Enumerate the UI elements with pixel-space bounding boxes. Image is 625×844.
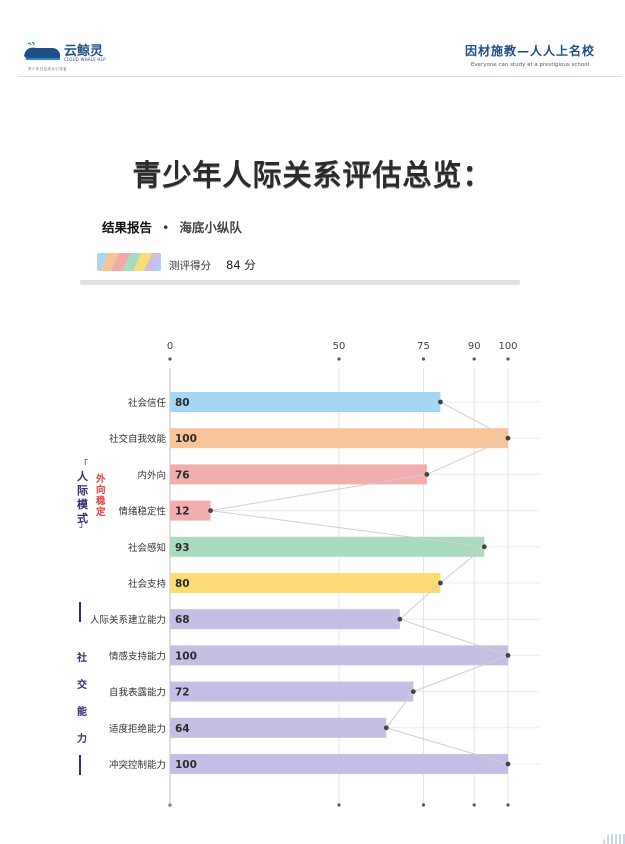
bar-4: [170, 536, 485, 557]
group1-bracket-bottom: 」: [79, 520, 89, 530]
page-title: 青少年人际关系评估总览：: [132, 158, 493, 192]
x-tick-dot-bottom: [506, 803, 510, 807]
x-tick-dot-top: [168, 357, 172, 361]
category-label: 社交自我效能: [109, 433, 167, 445]
x-tick-dot-bottom: [472, 803, 476, 807]
bar-end-point: [383, 725, 389, 731]
bar-value-label: 80: [175, 578, 190, 590]
group1-label: 人际模式: [77, 470, 88, 525]
bar-value-label: 80: [175, 397, 190, 409]
bar-end-point: [424, 472, 430, 477]
category-label: 情感支持能力: [109, 650, 166, 662]
score-label: 测评得分: [169, 260, 211, 272]
bar-value-label: 68: [175, 614, 190, 626]
score-color-swatch: [97, 253, 161, 271]
whale-logo-icon: [24, 42, 60, 60]
bar-7: [170, 645, 508, 666]
bar-end-point: [438, 399, 443, 405]
tagline-chinese: 因材施教—人人上名校: [464, 44, 595, 58]
page-corner-decoration: [603, 834, 625, 844]
category-label: 适度拒绝能力: [109, 723, 166, 735]
x-tick-dot-top: [472, 357, 476, 361]
bar-value-label: 12: [175, 506, 190, 518]
bar-end-point: [481, 544, 487, 550]
header-divider: [18, 76, 622, 77]
team-name: 海底小纵队: [179, 220, 242, 235]
bar-end-point: [410, 689, 416, 694]
bar-6: [170, 609, 400, 630]
category-label: 情绪稳定性: [118, 506, 166, 518]
bar-end-point: [208, 508, 213, 513]
category-label: 自我表露能力: [109, 687, 166, 699]
category-label: 人际关系建立能力: [90, 614, 166, 626]
x-tick-dot-top: [506, 357, 510, 361]
bar-3: [170, 500, 211, 521]
bar-end-point: [397, 616, 403, 622]
bar-9: [170, 717, 387, 738]
bar-10: [170, 754, 508, 774]
bar-8: [170, 681, 414, 702]
bar-value-label: 100: [175, 759, 197, 771]
report-label: 结果报告: [102, 220, 153, 235]
category-label: 内外向: [137, 469, 166, 481]
bar-end-point: [505, 761, 511, 767]
category-label: 社会信任: [128, 397, 167, 409]
bar-end-point: [505, 435, 511, 441]
group2-label: 社交能力: [77, 653, 87, 745]
bar-2: [170, 464, 427, 485]
bar-value-label: 76: [175, 469, 190, 481]
x-tick-dot-top: [337, 357, 341, 361]
bar-1: [170, 428, 508, 449]
group1-bracket-top: 「: [79, 460, 89, 470]
logo-name: 云鲸灵: [64, 44, 104, 59]
header-tagline: 因材施教—人人上名校 Everyone can study at a prest…: [445, 42, 615, 68]
x-tick-label: 100: [498, 341, 517, 352]
bar-value-label: 64: [175, 723, 190, 735]
group1-sublabel: 外向稳定: [96, 474, 106, 518]
group2-bracket-top: [79, 602, 81, 622]
bar-value-label: 93: [175, 542, 190, 554]
score-divider-bar: [80, 280, 520, 285]
category-label: 社会支持: [128, 578, 167, 590]
x-tick-dot-top: [421, 357, 426, 361]
category-label: 冲突控制能力: [109, 759, 166, 771]
bar-end-point: [505, 653, 511, 658]
report-line: 结果报告 • 海底小纵队: [102, 217, 242, 236]
x-tick-label: 50: [333, 341, 346, 352]
tagline-english: Everyone can study at a prestigious scho…: [470, 62, 590, 68]
x-tick-dot-bottom: [421, 803, 426, 807]
score-value: 84 分: [226, 258, 256, 272]
report-bullet: •: [162, 220, 170, 235]
logo-english: CLOUD WHALE HLP: [64, 57, 106, 62]
bar-value-label: 72: [175, 687, 190, 699]
x-tick-label: 90: [468, 341, 481, 352]
brand-logo: 云鲸灵 CLOUD WHALE HLP 青少年社会成长引领者: [22, 38, 122, 74]
category-label: 社会感知: [128, 542, 166, 554]
x-tick-label: 75: [417, 341, 430, 352]
group2-bracket-bottom: [79, 755, 81, 775]
bar-0: [170, 392, 441, 412]
x-tick-dot-bottom: [337, 803, 341, 807]
bar-5: [170, 573, 441, 593]
x-tick-label: 0: [167, 341, 173, 352]
bar-value-label: 100: [175, 433, 197, 445]
bar-value-label: 100: [175, 650, 197, 662]
bar-end-point: [438, 580, 443, 586]
logo-slogan: 青少年社会成长引领者: [28, 67, 67, 71]
